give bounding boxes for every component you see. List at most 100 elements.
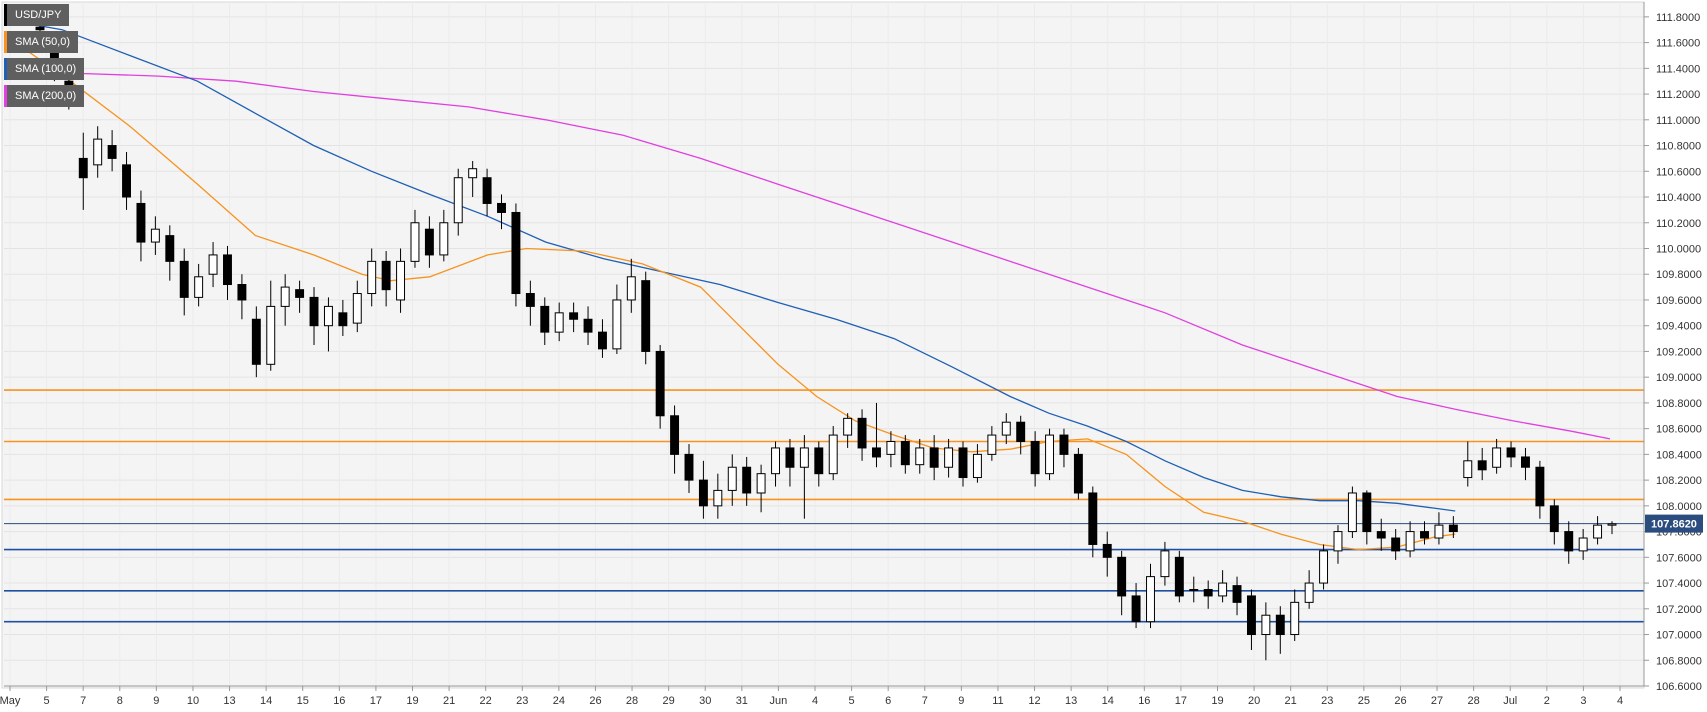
x-tick-label: 15 bbox=[297, 695, 309, 707]
x-tick-label: 28 bbox=[626, 695, 638, 707]
sma-layer bbox=[3, 18, 1611, 551]
candle-body bbox=[944, 447, 954, 468]
candle-body bbox=[900, 441, 910, 466]
x-tick-label: 9 bbox=[958, 695, 964, 707]
sma100-line bbox=[3, 18, 1456, 512]
candle-body bbox=[511, 211, 521, 295]
candle-body bbox=[1189, 588, 1199, 591]
candle-body bbox=[799, 447, 809, 468]
candle-body bbox=[107, 145, 117, 159]
x-tick-label: 10 bbox=[187, 695, 199, 707]
candle-body bbox=[280, 286, 290, 307]
candle-body bbox=[251, 318, 261, 365]
y-tick-label: 106.8000 bbox=[1656, 655, 1702, 667]
candle-body bbox=[670, 415, 680, 455]
x-tick-label: 17 bbox=[1175, 695, 1187, 707]
y-tick-label: 111.6000 bbox=[1656, 38, 1700, 50]
candle-body bbox=[1333, 531, 1343, 552]
candle-body bbox=[179, 260, 189, 298]
candle-body bbox=[1160, 550, 1170, 578]
candle-body bbox=[1001, 421, 1011, 436]
y-tick-label: 110.6000 bbox=[1656, 166, 1701, 178]
y-tick-label: 107.0000 bbox=[1656, 630, 1702, 642]
x-tick-label: 27 bbox=[1431, 695, 1443, 707]
candle-body bbox=[1434, 524, 1444, 539]
x-tick-label: 3 bbox=[1580, 695, 1586, 707]
sma50-line bbox=[3, 34, 1456, 551]
candle-body bbox=[583, 318, 593, 333]
x-tick-label: 30 bbox=[699, 695, 711, 707]
candle-body bbox=[641, 280, 651, 352]
x-tick-label: 2 bbox=[1544, 695, 1550, 707]
candle-body bbox=[424, 228, 434, 256]
candle-body bbox=[468, 168, 478, 179]
x-tick-label: 5 bbox=[44, 695, 50, 707]
candle-body bbox=[381, 260, 391, 291]
y-tick-label: 107.2000 bbox=[1656, 604, 1702, 616]
candle-body bbox=[857, 417, 867, 449]
plot-area bbox=[1, 1, 1645, 689]
x-tick-label: 22 bbox=[480, 695, 492, 707]
x-tick-label: 21 bbox=[443, 695, 455, 707]
y-tick-label: 107.4000 bbox=[1656, 578, 1702, 590]
x-tick-label: 4 bbox=[812, 695, 818, 707]
candle-body bbox=[713, 489, 723, 507]
candle-body bbox=[1261, 614, 1271, 636]
y-tick-label: 111.4000 bbox=[1656, 63, 1700, 75]
candle-body bbox=[1362, 492, 1372, 533]
legend-item-sma50[interactable]: SMA (50,0) bbox=[4, 31, 84, 53]
y-tick-label: 108.0000 bbox=[1656, 501, 1702, 513]
candle-body bbox=[93, 138, 103, 166]
candle-body bbox=[1578, 537, 1588, 552]
candle-body bbox=[698, 479, 708, 507]
candle-body bbox=[1246, 595, 1256, 636]
x-tick-label: May bbox=[0, 695, 21, 707]
candle-body bbox=[1059, 434, 1069, 455]
x-tick-label: 14 bbox=[1102, 695, 1114, 707]
x-tick-label: 7 bbox=[80, 695, 86, 707]
candle-body bbox=[1347, 492, 1357, 533]
candle-body bbox=[771, 447, 780, 475]
candle-body bbox=[1304, 582, 1314, 603]
y-tick-label: 111.0000 bbox=[1656, 115, 1700, 127]
x-tick-label: 16 bbox=[333, 695, 345, 707]
candle-body bbox=[540, 305, 550, 333]
legend-item-sma100[interactable]: SMA (100,0) bbox=[4, 58, 85, 80]
candle-body bbox=[1045, 434, 1055, 475]
x-tick-label: 4 bbox=[1617, 695, 1623, 707]
candle-body bbox=[1319, 550, 1329, 584]
candles-layer bbox=[35, 22, 1617, 661]
candle-body bbox=[612, 299, 622, 350]
y-tick-label: 107.6000 bbox=[1656, 552, 1702, 564]
candle-body bbox=[367, 260, 377, 295]
candle-body bbox=[266, 305, 276, 365]
y-tick-label: 110.8000 bbox=[1656, 141, 1701, 153]
sma200-line bbox=[3, 72, 1611, 440]
candle-body bbox=[655, 350, 665, 417]
candle-body bbox=[828, 434, 838, 475]
x-tick-label: 13 bbox=[1065, 695, 1077, 707]
candle-body bbox=[1448, 524, 1458, 533]
legend-item-sma200[interactable]: SMA (200,0) bbox=[4, 85, 85, 107]
x-tick-label: 17 bbox=[370, 695, 382, 707]
x-tick-label: 11 bbox=[992, 695, 1003, 707]
x-tick-label: 25 bbox=[1358, 695, 1370, 707]
candle-body bbox=[872, 447, 881, 458]
grid-layer bbox=[4, 4, 1644, 687]
candle-body bbox=[352, 293, 362, 324]
legend-item-usdjpy[interactable]: USD/JPY bbox=[4, 4, 84, 26]
y-tick-label: 111.2000 bbox=[1656, 89, 1700, 101]
candle-body bbox=[972, 453, 982, 479]
y-tick-label: 108.4000 bbox=[1656, 449, 1702, 461]
last-price-label: 107.8620 bbox=[1651, 519, 1697, 531]
candle-body bbox=[208, 254, 218, 275]
candle-body bbox=[727, 466, 737, 491]
candle-body bbox=[78, 157, 88, 179]
x-tick-label: 31 bbox=[736, 695, 748, 707]
y-tick-label: 109.4000 bbox=[1656, 321, 1702, 333]
x-tick-label: 9 bbox=[153, 695, 159, 707]
candle-body bbox=[684, 453, 694, 481]
candle-body bbox=[929, 447, 939, 468]
candle-body bbox=[1506, 447, 1516, 458]
